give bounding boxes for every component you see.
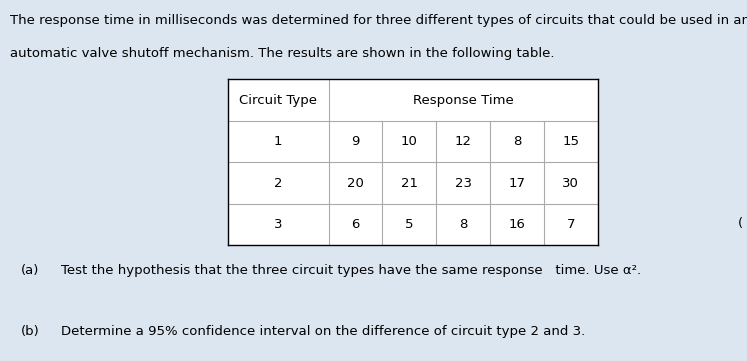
- Text: 16: 16: [509, 218, 525, 231]
- Text: 5: 5: [405, 218, 414, 231]
- Text: 12: 12: [455, 135, 471, 148]
- Text: 9: 9: [351, 135, 360, 148]
- Text: 6: 6: [351, 218, 360, 231]
- Text: (a): (a): [21, 264, 40, 277]
- Text: 7: 7: [566, 218, 575, 231]
- Text: 8: 8: [459, 218, 468, 231]
- Text: Response Time: Response Time: [413, 93, 513, 107]
- Text: 30: 30: [562, 177, 579, 190]
- Text: Determine a 95% confidence interval on the difference of circuit type 2 and 3.: Determine a 95% confidence interval on t…: [61, 325, 586, 338]
- Text: 17: 17: [509, 177, 525, 190]
- Text: Test the hypothesis that the three circuit types have the same response   time. : Test the hypothesis that the three circu…: [61, 264, 642, 277]
- Text: 23: 23: [455, 177, 471, 190]
- Text: 1: 1: [274, 135, 282, 148]
- Text: 21: 21: [401, 177, 418, 190]
- Text: 10: 10: [401, 135, 418, 148]
- Text: automatic valve shutoff mechanism. The results are shown in the following table.: automatic valve shutoff mechanism. The r…: [10, 47, 554, 60]
- Text: 2: 2: [274, 177, 282, 190]
- Text: 8: 8: [512, 135, 521, 148]
- Text: (: (: [738, 217, 743, 230]
- Text: 20: 20: [347, 177, 364, 190]
- Text: The response time in milliseconds was determined for three different types of ci: The response time in milliseconds was de…: [10, 14, 747, 27]
- Text: 15: 15: [562, 135, 579, 148]
- Text: Circuit Type: Circuit Type: [239, 93, 317, 107]
- Text: 3: 3: [274, 218, 282, 231]
- Text: (b): (b): [21, 325, 40, 338]
